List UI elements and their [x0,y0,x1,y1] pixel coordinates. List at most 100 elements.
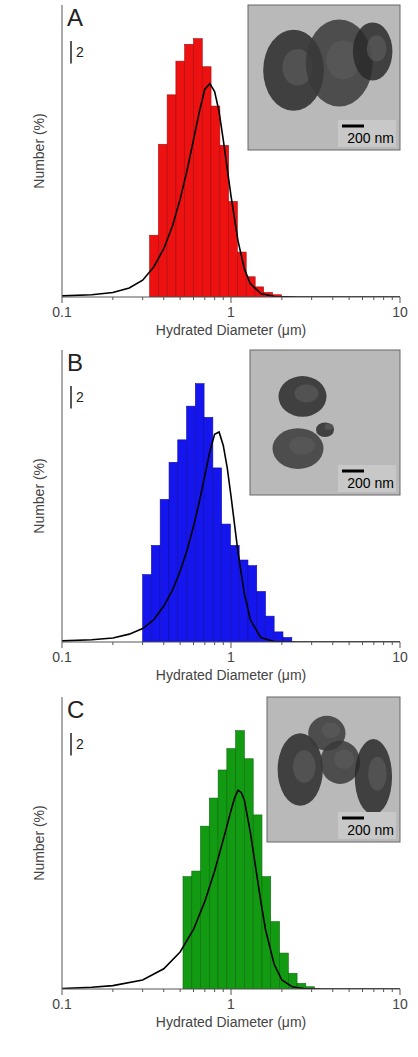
panel: 0.1110Hydrated Diameter (μm)Number (%)C2… [31,696,408,1030]
x-tick-label: 0.1 [52,996,72,1012]
panel-letter: B [67,349,83,376]
minor-tick [392,297,393,300]
inset-scale-label: 200 nm [347,822,394,838]
tem-inset: 200 nm [250,350,400,495]
histogram-bar [236,731,245,989]
histogram-bar [167,95,176,297]
minor-tick [383,989,384,992]
minor-tick [373,989,374,992]
minor-tick [311,642,312,645]
minor-tick [349,297,350,300]
minor-tick [392,989,393,992]
x-tick-label: 10 [392,996,408,1012]
minor-tick [383,642,384,645]
histogram-bar [265,616,274,642]
figure: 0.1110Hydrated Diameter (μm)Number (%)A2… [0,0,418,1057]
minor-tick [332,297,333,300]
minor-tick [362,642,363,645]
histogram-bar [204,417,213,642]
inset-scale-bar [342,470,364,473]
particle-shade [293,750,316,783]
panel-letter: C [67,696,84,723]
minor-tick [383,297,384,300]
histogram-bar [213,468,222,642]
minor-tick [163,642,164,645]
inset-scale-label: 200 nm [347,130,394,146]
scale-bar [70,733,72,755]
scale-bar [70,386,72,408]
x-tick [62,642,63,648]
particle-shade [334,749,354,769]
minor-tick [373,642,374,645]
particle [316,423,334,438]
minor-tick [223,297,224,300]
minor-tick [142,989,143,992]
minor-tick [142,297,143,300]
minor-tick [281,297,282,300]
minor-tick [281,989,282,992]
minor-tick [163,297,164,300]
x-tick [400,989,401,995]
minor-tick [362,989,363,992]
particle-shade [367,35,387,61]
y-axis-title: Number (%) [31,805,47,880]
histogram-bar [248,566,257,642]
histogram-bar [183,877,192,989]
minor-tick [193,989,194,992]
histogram-bar [202,67,211,297]
particle-shade [368,757,387,791]
particle-shade [325,423,334,430]
x-tick-label: 1 [227,996,235,1012]
minor-tick [180,297,181,300]
histogram-bar [151,545,160,642]
histogram-bar [222,524,231,642]
x-tick-label: 0.1 [52,304,72,320]
histogram-bar [218,770,227,989]
inset-frame [248,5,400,150]
minor-tick [112,642,113,645]
minor-tick [193,642,194,645]
inset-scale-bar [342,125,364,128]
x-tick-label: 10 [392,304,408,320]
particle [279,376,327,417]
x-tick-label: 1 [227,304,235,320]
inset-frame [250,350,400,495]
particle-shade [289,436,315,454]
minor-tick [204,642,205,645]
particle-shade [322,722,341,738]
histogram-bar [227,749,236,989]
particle [355,739,392,814]
scale-bar-label: 2 [76,736,84,752]
y-axis [62,5,63,297]
histogram-bar [178,440,187,642]
y-axis-title: Number (%) [31,458,47,533]
minor-tick [311,989,312,992]
histogram-bar [229,202,238,297]
x-tick [400,297,401,303]
minor-tick [392,642,393,645]
x-tick [231,297,232,303]
minor-tick [223,989,224,992]
histogram-bar [274,632,283,642]
minor-tick [180,642,181,645]
inset-scale-label: 200 nm [347,475,394,491]
minor-tick [332,989,333,992]
histogram-bar [230,545,239,642]
scale-bar-label: 2 [76,389,84,405]
histogram-bar [143,575,152,642]
histogram-bar [158,144,167,297]
x-tick-label: 1 [227,649,235,665]
minor-tick [163,989,164,992]
panel: 0.1110Hydrated Diameter (μm)Number (%)B2… [31,349,408,683]
minor-tick [311,297,312,300]
minor-tick [214,642,215,645]
inset-frame [267,697,400,842]
minor-tick [349,989,350,992]
plot-area [62,39,400,297]
minor-tick [180,989,181,992]
inset-label-ground [338,465,396,492]
x-tick [400,642,401,648]
particle [353,22,393,80]
x-tick-label: 0.1 [52,649,72,665]
x-axis-title: Hydrated Diameter (μm) [156,322,306,338]
